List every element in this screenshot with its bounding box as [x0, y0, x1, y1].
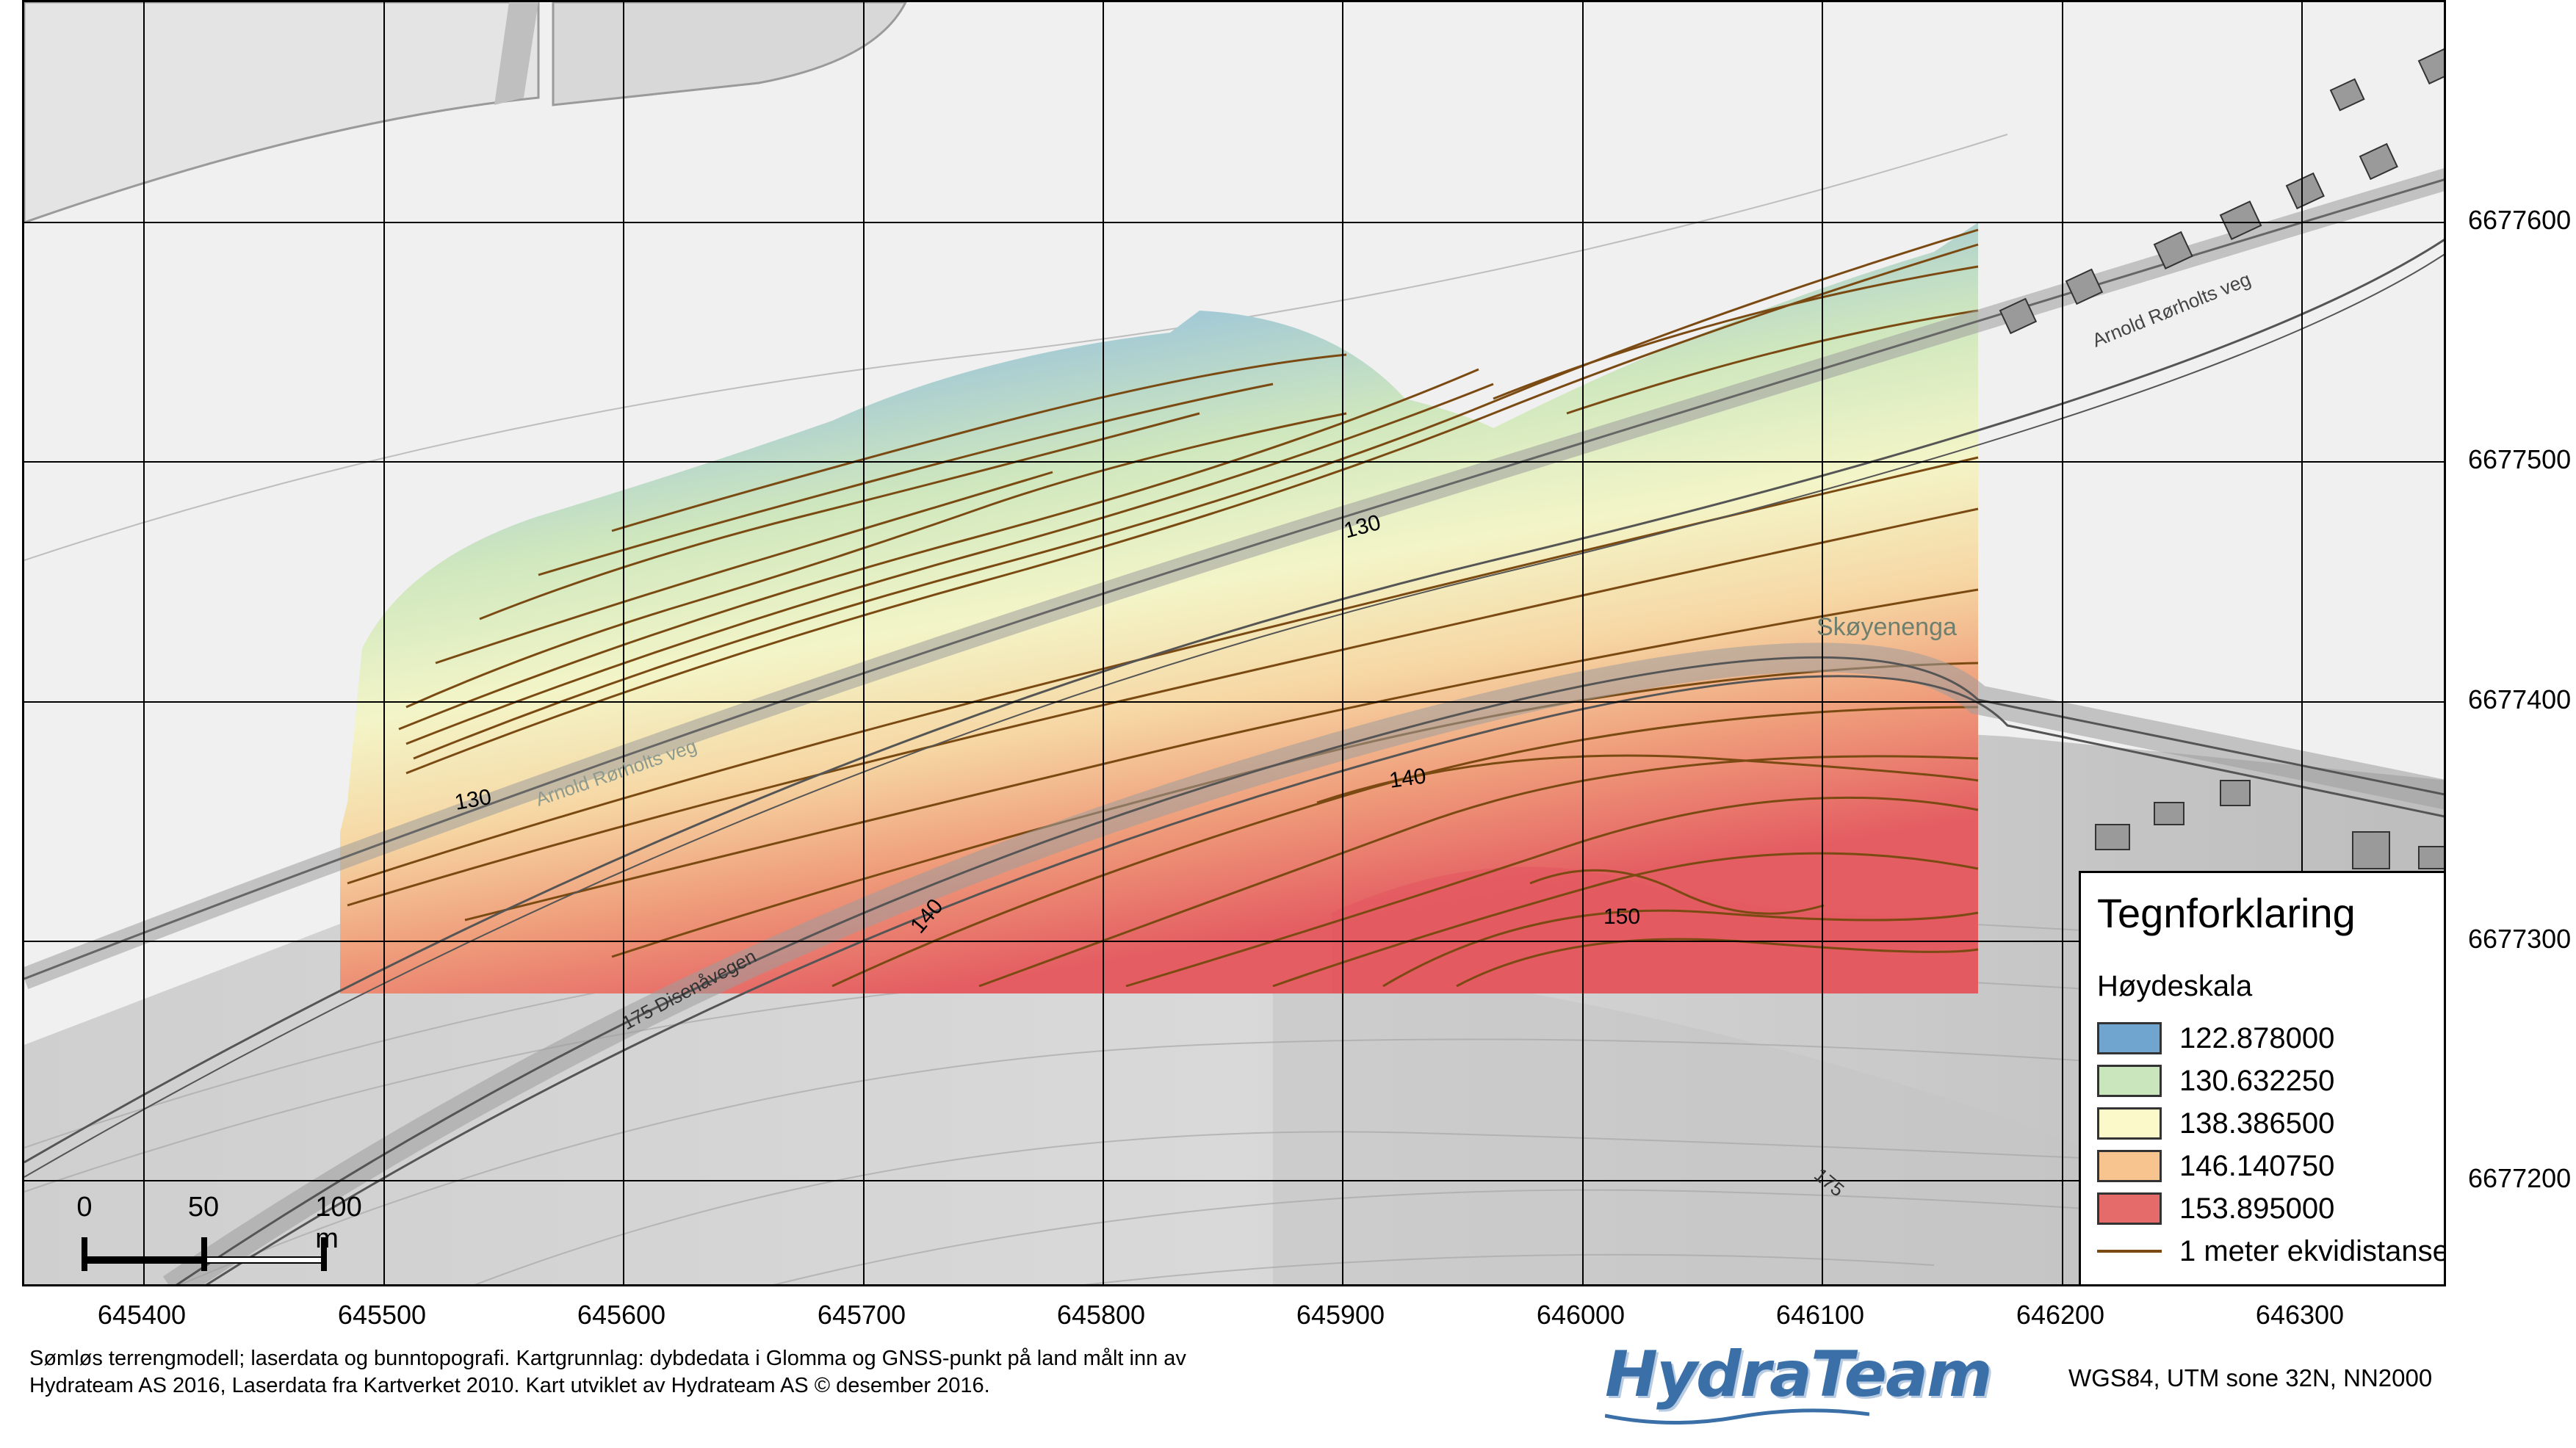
buildings-east — [2095, 780, 2444, 869]
x-tick-label: 645600 — [577, 1300, 666, 1330]
legend-item-label: 146.140750 — [2179, 1149, 2335, 1182]
legend-swatch — [2097, 1150, 2162, 1182]
legend-title: Tegnforklaring — [2097, 890, 2356, 936]
legend-item: 146.140750 — [2097, 1148, 2334, 1184]
river-bank-north — [24, 2, 540, 224]
roads — [24, 168, 2444, 1284]
legend-item: 130.632250 — [2097, 1063, 2334, 1099]
place-label: Skøyenenga — [1816, 613, 1957, 641]
coordinate-system: WGS84, UTM sone 32N, NN2000 — [2068, 1364, 2433, 1391]
x-tick-label: 646000 — [1536, 1300, 1626, 1330]
y-tick-label: 6677500 — [2468, 444, 2572, 474]
legend-contour-item: 1 meter ekvidistanse — [2097, 1233, 2446, 1270]
y-tick-label: 6677600 — [2468, 205, 2572, 235]
x-tick-label: 645800 — [1056, 1300, 1146, 1330]
contour-line-symbol — [2097, 1250, 2162, 1253]
legend-item: 153.895000 — [2097, 1190, 2334, 1227]
river-island — [552, 2, 907, 106]
legend-swatch — [2097, 1022, 2162, 1054]
legend-item-label: 122.878000 — [2179, 1021, 2335, 1054]
map-drawing: Skøyenenga Arnold Rørholts veg Arnold Rø… — [24, 2, 2444, 1284]
y-tick-label: 6677300 — [2468, 924, 2572, 954]
contour-label-150: 150 — [1603, 905, 1640, 929]
buildings-north — [1999, 48, 2444, 335]
x-tick-label: 646200 — [2016, 1300, 2105, 1330]
x-tick-label: 646300 — [2255, 1300, 2345, 1330]
scale-bar: 0 50 100 m — [76, 1192, 362, 1280]
scale-label-50: 50 — [187, 1192, 220, 1223]
legend: Tegnforklaring Høydeskala 122.878000 130… — [2079, 871, 2446, 1284]
river-channel — [494, 2, 538, 105]
railway-line — [24, 239, 2444, 1164]
x-tick-label: 646100 — [1775, 1300, 1865, 1330]
legend-item-label: 138.386500 — [2179, 1107, 2335, 1140]
map-canvas[interactable]: Skøyenenga Arnold Rørholts veg Arnold Rø… — [22, 0, 2446, 1286]
x-tick-label: 645500 — [337, 1300, 427, 1330]
legend-item-label: 153.895000 — [2179, 1192, 2335, 1225]
elevation-model-area — [340, 222, 1978, 993]
hydrateam-logo: HydraTeam — [1605, 1338, 1993, 1425]
x-tick-label: 645400 — [97, 1300, 187, 1330]
logo-wave-icon — [1605, 1408, 1869, 1425]
data-source-credit: Sømløs terrengmodell; laserdata og bunnt… — [29, 1347, 1186, 1397]
legend-contour-label: 1 meter ekvidistanse — [2179, 1234, 2446, 1267]
y-tick-label: 6677200 — [2468, 1163, 2572, 1193]
scale-bar-graphic — [82, 1237, 327, 1271]
contour-label-140-east: 140 — [1388, 764, 1427, 793]
x-tick-label: 645700 — [817, 1300, 906, 1330]
logo-wordmark: HydraTeam — [1605, 1338, 1993, 1411]
legend-item: 138.386500 — [2097, 1105, 2334, 1142]
legend-swatch — [2097, 1192, 2162, 1225]
x-tick-label: 645900 — [1296, 1300, 1385, 1330]
legend-item-label: 130.632250 — [2179, 1064, 2335, 1097]
legend-swatch — [2097, 1107, 2162, 1140]
legend-item: 122.878000 — [2097, 1020, 2334, 1057]
y-tick-label: 6677400 — [2468, 684, 2572, 714]
scale-label-0: 0 — [76, 1192, 93, 1223]
legend-subtitle: Høydeskala — [2097, 970, 2253, 1002]
high-elevation-zone — [1332, 866, 1978, 993]
legend-swatch — [2097, 1065, 2162, 1097]
scale-label-100: 100 m — [315, 1192, 362, 1254]
coordinate-grid — [24, 2, 2444, 1284]
elevation-contours — [347, 228, 1979, 988]
